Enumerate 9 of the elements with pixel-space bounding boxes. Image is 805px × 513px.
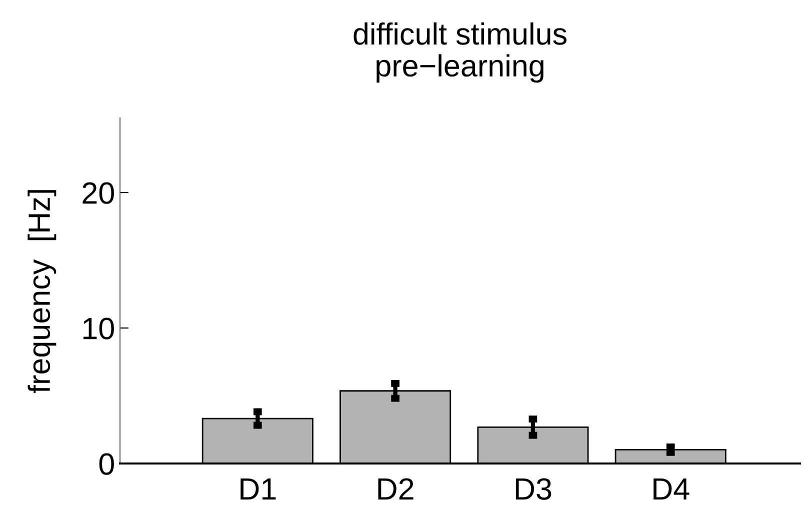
y-tick-label: 0: [99, 453, 114, 475]
x-tick-label: D1: [240, 478, 276, 500]
chart-title: difficult stimulus pre−learning: [354, 22, 566, 83]
x-tick-label: D4: [654, 478, 690, 500]
x-tick-label: D2: [378, 478, 414, 500]
y-tick-label: 10: [83, 318, 114, 340]
x-tick-label: D3: [516, 478, 552, 500]
y-tick-label: 20: [82, 182, 114, 204]
y-axis-title: frequency [Hz]: [28, 190, 56, 394]
